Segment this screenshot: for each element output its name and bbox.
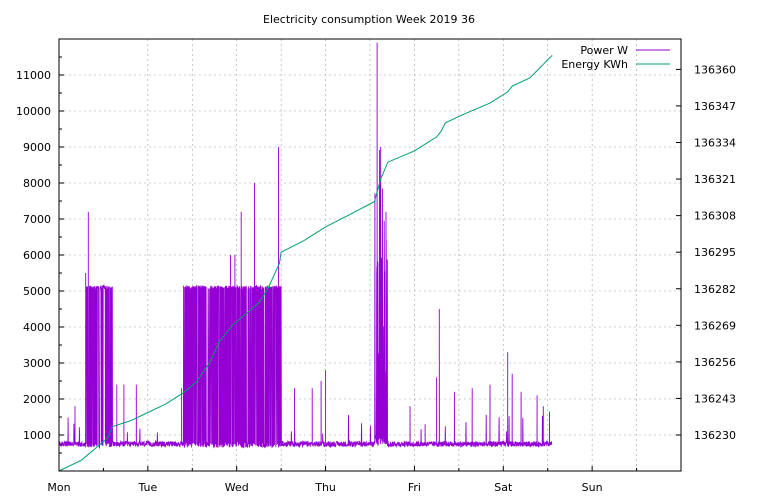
x-tick-label: Sun: [582, 481, 603, 494]
x-tick-label: Tue: [137, 481, 157, 494]
y-right-tick-label: 136334: [694, 137, 736, 150]
y-right-tick-label: 136282: [694, 283, 736, 296]
chart-title: Electricity consumption Week 2019 36: [263, 13, 475, 26]
y-left-tick-label: 7000: [23, 213, 51, 226]
y-left-tick-label: 3000: [23, 357, 51, 370]
series-layer: [58, 42, 553, 472]
y-left-tick-label: 2000: [23, 393, 51, 406]
y-right-tick-label: 136230: [694, 429, 736, 442]
x-tick-label: Sat: [494, 481, 513, 494]
y-left-tick-label: 11000: [16, 69, 51, 82]
y-right-tick-label: 136347: [694, 100, 736, 113]
legend: Power W Energy KWh: [561, 44, 670, 71]
x-tick-label: Fri: [408, 481, 421, 494]
grid-layer: [59, 39, 681, 471]
y-left-tick-label: 10000: [16, 105, 51, 118]
y-right-tick-label: 136321: [694, 173, 736, 186]
legend-label-power: Power W: [580, 44, 628, 57]
y-right-tick-label: 136308: [694, 210, 736, 223]
y-right-tick-label: 136243: [694, 392, 736, 405]
y-left-tick-label: 6000: [23, 249, 51, 262]
legend-label-energy: Energy KWh: [561, 58, 628, 71]
x-tick-label: Mon: [47, 481, 70, 494]
y-right-tick-label: 136256: [694, 356, 736, 369]
ticks-layer: Mon Tue Wed Thu Fri Sat Sun 1000 2000 3000 4000 500…: [16, 56, 736, 494]
y-left-tick-label: 1000: [23, 429, 51, 442]
x-tick-label: Wed: [225, 481, 249, 494]
x-tick-label: Thu: [314, 481, 336, 494]
energy-line: [58, 54, 553, 472]
power-line: [58, 42, 553, 450]
y-right-tick-label: 136295: [694, 246, 736, 259]
y-left-tick-label: 5000: [23, 285, 51, 298]
y-left-tick-label: 4000: [23, 321, 51, 334]
y-left-tick-label: 8000: [23, 177, 51, 190]
y-right-tick-label: 136269: [694, 319, 736, 332]
y-right-tick-label: 136360: [694, 63, 736, 76]
y-left-tick-label: 9000: [23, 141, 51, 154]
